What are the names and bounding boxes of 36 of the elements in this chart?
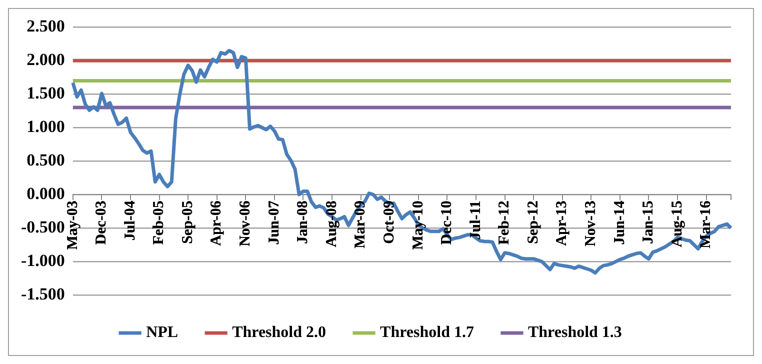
x-tick-label: Sep-12 (525, 200, 542, 244)
y-tick-label: 1.500 (26, 84, 65, 103)
x-tick-label: Jul-11 (468, 200, 484, 240)
y-tick-label: 2.000 (26, 50, 65, 70)
x-tick-label: Aug-15 (669, 200, 686, 248)
y-tick-label: 1.000 (26, 117, 65, 136)
legend-label: Threshold 2.0 (232, 324, 326, 342)
x-tick-label: Feb-12 (496, 200, 513, 245)
x-tick-label: Jun-07 (266, 200, 282, 245)
x-tick-label: Jan-15 (640, 200, 657, 244)
x-tick-label: Sep-05 (180, 200, 196, 244)
y-tick-label: 0.500 (26, 150, 65, 170)
y-tick-label: 0.000 (26, 184, 65, 203)
x-tick-label: May-10 (410, 200, 426, 250)
y-tick-label: -0.500 (20, 217, 65, 236)
x-tick-label: Mar-09 (352, 200, 369, 248)
x-tick-label: Dec-10 (439, 200, 456, 245)
x-tick-label: Nov-06 (238, 200, 254, 246)
y-tick-label: -1.000 (20, 250, 65, 270)
x-tick-label: Aug-08 (324, 200, 340, 248)
y-tick-label: 2.500 (26, 16, 65, 36)
legend-label: Threshold 1.3 (528, 324, 622, 342)
legend-label: Threshold 1.7 (380, 324, 474, 342)
x-tick-label: Jan-08 (295, 200, 312, 244)
y-tick-label: -1.500 (20, 284, 65, 304)
x-tick-label: Apr-13 (554, 200, 570, 246)
legend-label: NPL (146, 324, 178, 342)
x-tick-label: Oct-09 (381, 200, 398, 244)
x-tick-label: Feb-05 (151, 200, 168, 245)
x-tick-label: May-03 (64, 200, 81, 250)
x-tick-label: Jul-04 (122, 200, 138, 241)
x-tick-label: Jun-14 (612, 200, 628, 245)
x-tick-label: Nov-13 (583, 200, 600, 246)
x-tick-label: Mar-16 (698, 200, 714, 248)
x-tick-label: Apr-06 (208, 200, 225, 246)
x-tick-label: Dec-03 (94, 200, 110, 245)
